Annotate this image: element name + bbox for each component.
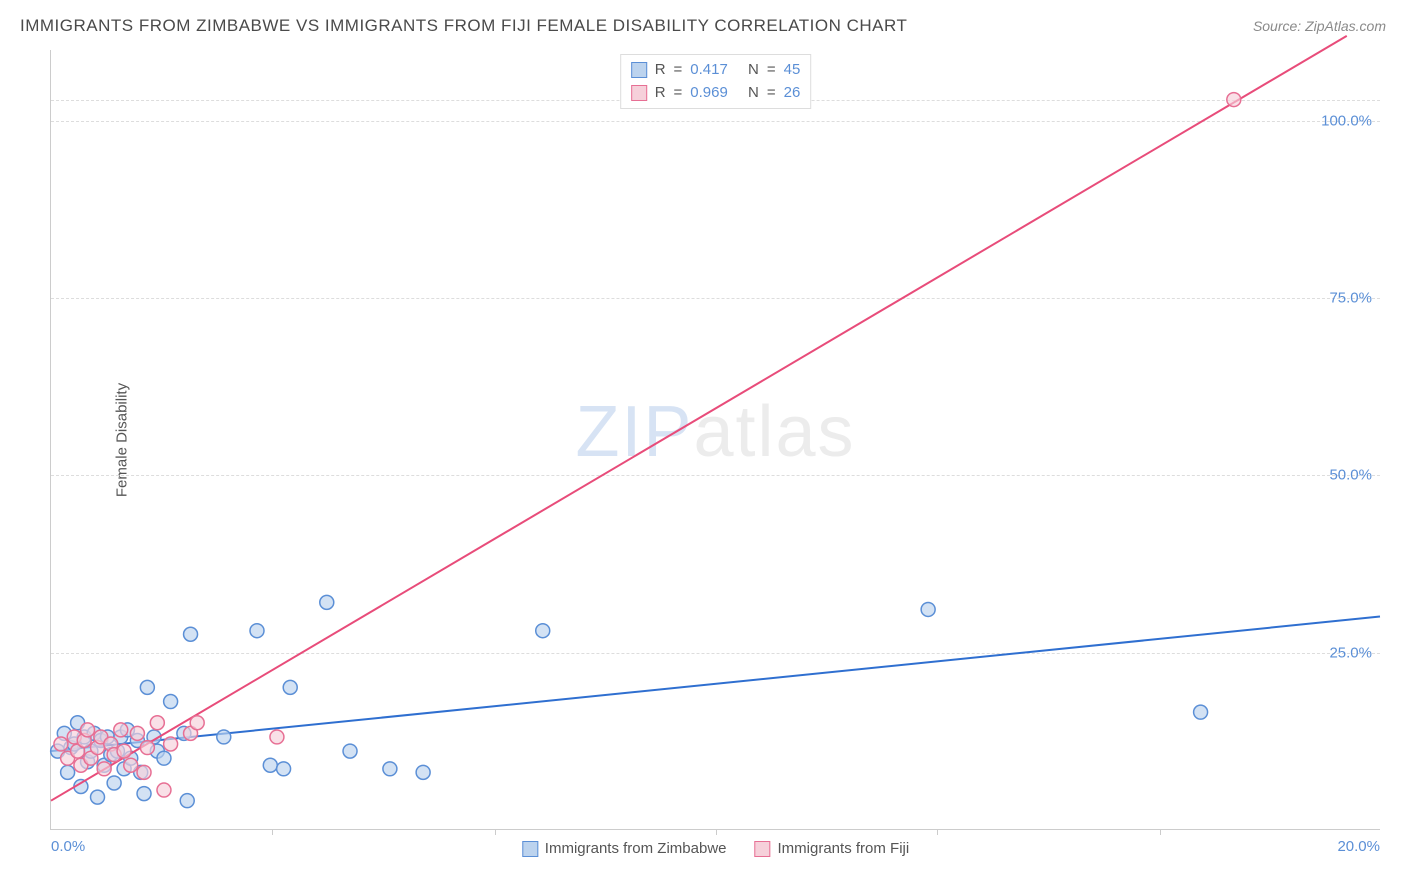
data-point-fiji [190,716,204,730]
data-point-zimbabwe [921,602,935,616]
data-point-fiji [114,723,128,737]
data-point-zimbabwe [416,765,430,779]
plot-area: Female Disability ZIPatlas 25.0%50.0%75.… [50,50,1380,830]
r-value-zimbabwe: 0.417 [690,59,728,82]
data-point-fiji [270,730,284,744]
stats-legend: R = 0.417 N = 45 R = 0.969 N = 26 [620,54,812,109]
legend-item-fiji: Immigrants from Fiji [755,840,910,857]
chart-title: IMMIGRANTS FROM ZIMBABWE VS IMMIGRANTS F… [20,16,907,36]
data-point-zimbabwe [263,758,277,772]
n-label: N [748,59,759,82]
data-point-zimbabwe [277,762,291,776]
data-point-fiji [81,723,95,737]
data-point-fiji [97,762,111,776]
data-point-fiji [117,744,131,758]
data-point-fiji [164,737,178,751]
data-point-fiji [130,726,144,740]
data-point-zimbabwe [217,730,231,744]
x-minor-tick [1160,829,1161,835]
data-point-fiji [124,758,138,772]
legend-item-zimbabwe: Immigrants from Zimbabwe [522,840,727,857]
data-point-zimbabwe [164,695,178,709]
n-value-zimbabwe: 45 [784,59,801,82]
equals: = [674,59,683,82]
data-point-zimbabwe [137,787,151,801]
equals: = [767,82,776,105]
x-minor-tick [495,829,496,835]
data-point-fiji [137,765,151,779]
r-label: R [655,82,666,105]
swatch-blue-icon [522,841,538,857]
n-label: N [748,82,759,105]
x-tick-left: 0.0% [51,838,85,855]
swatch-pink-icon [631,85,647,101]
data-point-zimbabwe [383,762,397,776]
stats-row-zimbabwe: R = 0.417 N = 45 [631,59,801,82]
swatch-pink-icon [755,841,771,857]
n-value-fiji: 26 [784,82,801,105]
data-point-fiji [157,783,171,797]
data-point-zimbabwe [343,744,357,758]
data-point-zimbabwe [180,794,194,808]
data-point-zimbabwe [1194,705,1208,719]
legend-label-zimbabwe: Immigrants from Zimbabwe [545,840,727,857]
r-value-fiji: 0.969 [690,82,728,105]
data-point-zimbabwe [283,680,297,694]
swatch-blue-icon [631,62,647,78]
x-minor-tick [937,829,938,835]
data-point-fiji [150,716,164,730]
equals: = [767,59,776,82]
data-point-zimbabwe [320,595,334,609]
data-point-zimbabwe [250,624,264,638]
data-point-zimbabwe [157,751,171,765]
data-point-fiji [140,741,154,755]
r-label: R [655,59,666,82]
data-point-zimbabwe [91,790,105,804]
data-point-zimbabwe [140,680,154,694]
data-point-zimbabwe [107,776,121,790]
data-point-zimbabwe [184,627,198,641]
legend-label-fiji: Immigrants from Fiji [778,840,910,857]
source-attribution: Source: ZipAtlas.com [1253,18,1386,34]
equals: = [674,82,683,105]
x-tick-right: 20.0% [1337,838,1380,855]
x-minor-tick [716,829,717,835]
chart-svg [51,50,1380,829]
data-point-fiji [1227,93,1241,107]
x-minor-tick [272,829,273,835]
stats-row-fiji: R = 0.969 N = 26 [631,82,801,105]
series-legend: Immigrants from Zimbabwe Immigrants from… [508,840,923,857]
data-point-zimbabwe [536,624,550,638]
data-point-fiji [54,737,68,751]
data-point-zimbabwe [61,765,75,779]
